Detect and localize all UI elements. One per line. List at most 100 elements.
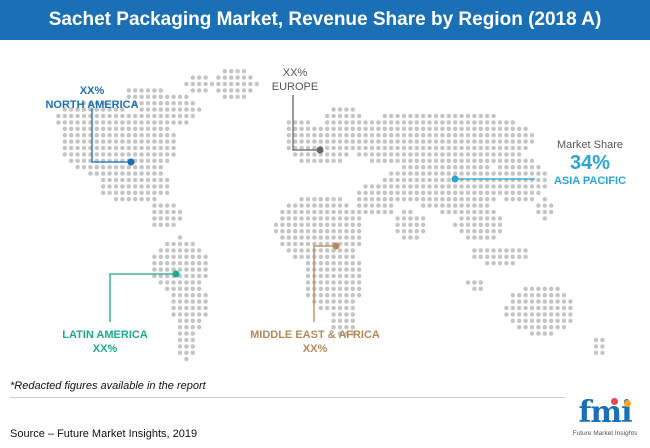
map-dot: [75, 107, 80, 112]
map-dot: [395, 190, 400, 195]
map-dot: [510, 152, 515, 157]
map-dot: [305, 248, 311, 253]
map-dot: [305, 152, 311, 157]
map-dot: [165, 101, 170, 106]
map-dot: [363, 197, 368, 202]
map-dot: [203, 261, 208, 266]
map-dot: [165, 209, 170, 215]
map-dot: [593, 350, 599, 355]
map-dot: [158, 94, 163, 99]
map-dot: [145, 171, 151, 176]
map-dot: [446, 113, 451, 119]
logo-dot-red: [611, 398, 618, 405]
map-dot: [235, 94, 240, 99]
map-dot: [510, 139, 515, 144]
map-dot: [94, 113, 100, 119]
map-dot: [401, 171, 407, 176]
latin-america-value: XX%: [92, 343, 118, 355]
map-dot: [523, 126, 528, 131]
map-dot: [184, 357, 189, 362]
map-dot: [158, 280, 163, 285]
map-dot: [145, 101, 151, 106]
map-dot: [465, 126, 471, 131]
map-dot: [113, 165, 119, 170]
map-dot: [101, 139, 106, 144]
map-dot: [158, 88, 163, 93]
map-dot: [485, 152, 490, 157]
map-dot: [337, 273, 343, 279]
map-dot: [427, 126, 432, 131]
map-dot: [472, 280, 477, 285]
map-dot: [517, 254, 522, 259]
map-dot: [357, 133, 362, 138]
map-dot: [523, 190, 528, 195]
map-dot: [216, 81, 221, 87]
map-dot: [401, 133, 407, 138]
map-dot: [536, 305, 541, 311]
map-dot: [453, 120, 458, 125]
map-dot: [113, 177, 119, 183]
map-dot: [94, 145, 100, 151]
map-dot: [465, 145, 471, 151]
map-dot: [376, 126, 381, 131]
map-dot: [331, 216, 336, 221]
map-dot: [197, 299, 202, 304]
map-dot: [165, 216, 170, 221]
map-dot: [453, 171, 458, 176]
map-dot: [542, 331, 547, 336]
map-dot: [401, 190, 407, 195]
logo-dot-orange: [624, 400, 631, 407]
map-dot: [536, 177, 541, 183]
map-dot: [165, 273, 170, 279]
map-dot: [171, 254, 176, 259]
map-dot: [529, 305, 535, 311]
map-dot: [369, 152, 375, 157]
map-dot: [453, 197, 458, 202]
map-dot: [126, 126, 131, 131]
map-dot: [299, 152, 304, 157]
map-dot: [325, 286, 330, 291]
map-dot: [235, 88, 240, 93]
map-dot: [350, 107, 355, 112]
map-dot: [433, 197, 439, 202]
asia-pacific-value: 34%: [569, 152, 611, 174]
map-dot: [421, 203, 426, 208]
map-dot: [126, 197, 131, 202]
map-dot: [395, 120, 400, 125]
map-dot: [382, 133, 387, 138]
map-dot: [542, 299, 547, 304]
map-dot: [177, 254, 183, 259]
map-dot: [478, 222, 483, 227]
map-dot: [62, 113, 67, 119]
map-dot: [568, 299, 573, 304]
map-dot: [171, 248, 176, 253]
map-dot: [177, 299, 183, 304]
map-dot: [81, 101, 87, 106]
map-dot: [433, 171, 439, 176]
map-dot: [446, 190, 451, 195]
map-dot: [165, 139, 170, 144]
map-dot: [465, 235, 471, 240]
map-dot: [555, 299, 560, 304]
latin-america-leader: [109, 273, 176, 322]
map-dot: [62, 152, 67, 157]
map-dot: [94, 165, 100, 170]
map-dot: [184, 113, 189, 119]
map-dot: [504, 126, 509, 131]
map-dot: [286, 241, 291, 247]
map-dot: [145, 152, 151, 157]
map-dot: [318, 222, 323, 227]
map-dot: [158, 248, 163, 253]
europe-value: XX%: [282, 67, 308, 79]
map-dot: [395, 145, 400, 151]
map-dot: [318, 280, 323, 285]
map-dot: [305, 145, 311, 151]
map-dot: [145, 126, 151, 131]
map-dot: [165, 261, 170, 266]
map-dot: [465, 113, 471, 119]
map-dot: [427, 152, 432, 157]
map-dot: [331, 261, 336, 266]
map-dot: [139, 152, 144, 157]
map-dot: [478, 286, 483, 291]
map-dot: [446, 120, 451, 125]
